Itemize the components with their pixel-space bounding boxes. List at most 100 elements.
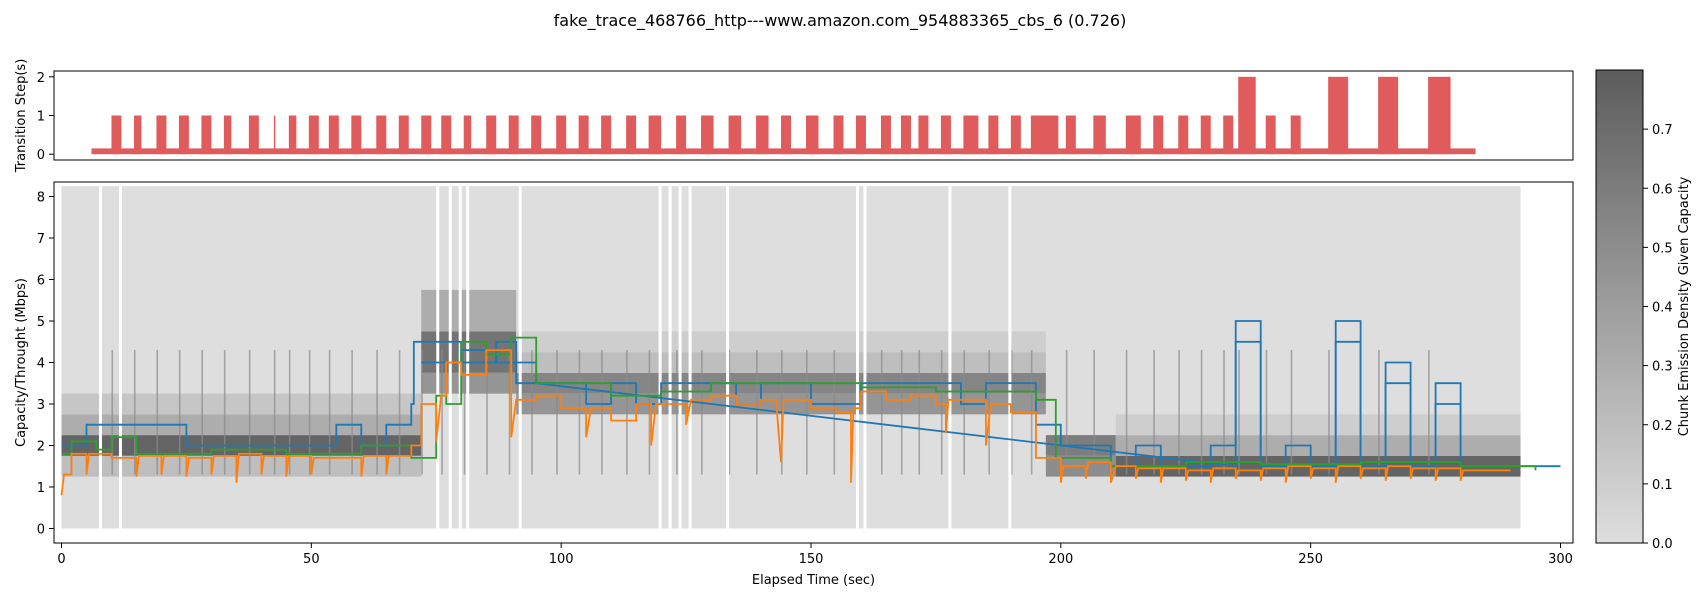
heatmap-gap: [518, 186, 522, 529]
y-tick-label: 0: [37, 522, 45, 537]
transition-step-bar: [1010, 115, 1021, 155]
density-spike: [328, 350, 331, 475]
transition-step-bar: [273, 115, 276, 155]
density-spike: [508, 350, 511, 475]
top-y-axis-label: Transition Step(s): [14, 59, 29, 174]
density-spike: [1223, 350, 1225, 475]
density-spike: [156, 350, 159, 475]
x-axis-label: Elapsed Time (sec): [752, 573, 875, 588]
transition-step-bar: [508, 115, 519, 155]
transition-step-bar: [626, 115, 637, 155]
transition-step-bar: [1265, 115, 1276, 155]
colorbar-gradient: [1595, 69, 1644, 544]
series-line-2: [61, 336, 1537, 471]
density-spike: [308, 350, 311, 475]
transition-step-bar: [421, 115, 432, 155]
x-tick-label: 200: [1048, 552, 1073, 567]
colorbar-tick-label: 0.2: [1652, 419, 1673, 434]
density-spike: [806, 350, 808, 475]
transition-step-bar: [1153, 115, 1164, 155]
density-spike: [1328, 350, 1330, 475]
y-tick-label: 1: [37, 481, 45, 496]
y-tick-label: 2: [37, 439, 45, 454]
transition-step-bar: [578, 115, 589, 155]
density-spike: [288, 350, 291, 475]
transition-step-bar: [728, 115, 742, 155]
y-tick-label: 4: [37, 357, 45, 372]
density-spike: [728, 350, 731, 475]
colorbar-tick-label: 0.7: [1652, 123, 1673, 138]
heatmap-gap: [688, 186, 692, 529]
transition-step-bar: [918, 115, 929, 155]
colorbar-tick-label: 0.6: [1652, 182, 1673, 197]
transition-step-bar: [880, 115, 891, 155]
x-tick-label: 300: [1548, 552, 1573, 567]
top-y-tick-label: 2: [37, 71, 45, 86]
heatmap-gap: [1008, 186, 1012, 529]
y-tick-label: 3: [37, 398, 45, 413]
transition-step-bar: [308, 115, 319, 155]
transition-step-bar: [701, 115, 714, 155]
density-heatmap-cell: [1115, 435, 1521, 456]
density-spike: [133, 350, 136, 475]
colorbar-tick-label: 0.4: [1652, 301, 1673, 316]
density-spike: [601, 350, 603, 475]
density-spike: [1125, 350, 1128, 475]
series-line-3: [60, 349, 1511, 496]
x-tick-label: 250: [1298, 552, 1323, 567]
heatmap-gap: [448, 186, 452, 529]
density-spike: [833, 350, 836, 475]
transition-step-bar: [1328, 76, 1349, 155]
colorbar-tick-label: 0.1: [1652, 478, 1673, 493]
density-spike: [1290, 350, 1293, 475]
density-spike: [626, 350, 628, 475]
density-spike: [201, 350, 204, 475]
chart-title: fake_trace_468766_http---www.amazon.com_…: [554, 11, 1127, 31]
heatmap-gap: [678, 186, 682, 529]
transition-step-bar: [201, 115, 212, 155]
density-spike: [273, 350, 276, 475]
y-tick-label: 7: [37, 232, 45, 247]
heatmap-gap: [98, 186, 102, 529]
transition-step-bar: [1290, 115, 1301, 155]
density-spike: [880, 350, 883, 475]
heatmap-gap: [855, 186, 859, 529]
density-spike: [486, 350, 488, 475]
density-spike: [1200, 350, 1203, 475]
density-spike: [178, 350, 181, 475]
transition-step-bar: [156, 115, 167, 155]
y-axis-label: Capacity/Throught (Mbps): [14, 278, 29, 447]
capacity-throughput-panel: 0 1 2 3 4 5 6 7 8 0 50 100 150 200 250 300 Elapsed Time …: [14, 181, 1574, 588]
density-spike: [1378, 350, 1380, 475]
transition-step-bar: [328, 115, 339, 155]
density-spike: [676, 350, 678, 475]
transition-step-bar: [223, 115, 232, 155]
transition-step-bar: [855, 115, 866, 155]
density-spike: [648, 350, 651, 475]
density-spike: [578, 350, 581, 475]
transition-step-bar: [1178, 115, 1189, 155]
transition-steps-panel: 0 1 2 Transition Step(s): [14, 59, 1574, 174]
x-tick-label: 150: [799, 552, 824, 567]
transition-step-bar: [940, 115, 951, 155]
density-spike: [1428, 350, 1430, 475]
transition-step-bar: [1223, 115, 1234, 155]
x-tick-label: 100: [549, 552, 574, 567]
heatmap-gap: [458, 186, 462, 529]
transition-step-bar: [531, 115, 542, 155]
transition-step-bar: [833, 115, 844, 155]
y-tick-label: 5: [37, 315, 45, 330]
density-spike: [398, 350, 401, 475]
heatmap-gap: [863, 186, 867, 529]
heatmap-gap: [436, 186, 440, 529]
colorbar-panel: 0.0 0.1 0.2 0.3 0.4 0.5 0.6 0.7 Chunk Emission D…: [1595, 69, 1692, 552]
transition-step-bar: [556, 115, 567, 155]
colorbar-label: Chunk Emission Density Given Capacity: [1677, 176, 1692, 436]
y-tick-label: 6: [37, 274, 45, 289]
heatmap-gap: [466, 186, 470, 529]
transition-step-bar: [351, 115, 362, 155]
density-spike: [1178, 350, 1180, 475]
transition-step-bar: [648, 115, 662, 155]
density-heatmap-cell: [516, 331, 1046, 353]
